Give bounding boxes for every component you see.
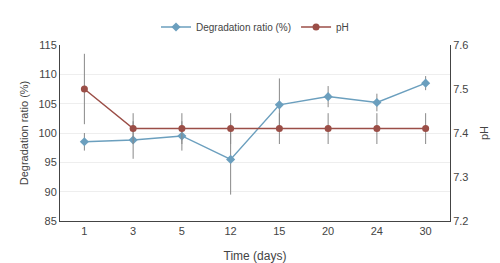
svg-text:24: 24 <box>371 225 383 237</box>
svg-text:pH: pH <box>336 22 349 33</box>
svg-text:95: 95 <box>45 156 57 168</box>
svg-text:1: 1 <box>81 225 87 237</box>
svg-text:90: 90 <box>45 186 57 198</box>
svg-text:5: 5 <box>179 225 185 237</box>
svg-text:15: 15 <box>273 225 285 237</box>
svg-text:100: 100 <box>38 127 56 139</box>
svg-text:115: 115 <box>39 39 57 51</box>
svg-text:12: 12 <box>225 225 237 237</box>
svg-text:7.3: 7.3 <box>453 171 468 183</box>
svg-text:7.6: 7.6 <box>453 39 468 51</box>
svg-text:30: 30 <box>420 225 432 237</box>
svg-text:Degradation ratio (%): Degradation ratio (%) <box>18 81 30 186</box>
svg-text:105: 105 <box>38 98 56 110</box>
svg-text:110: 110 <box>39 68 57 80</box>
svg-text:7.4: 7.4 <box>453 127 468 139</box>
svg-text:Degradation ratio (%): Degradation ratio (%) <box>196 22 291 33</box>
svg-text:85: 85 <box>45 215 57 227</box>
svg-text:20: 20 <box>322 225 334 237</box>
svg-text:7.5: 7.5 <box>453 83 468 95</box>
svg-text:pH: pH <box>478 126 490 140</box>
svg-text:7.2: 7.2 <box>453 215 468 227</box>
svg-text:Time (days): Time (days) <box>224 249 287 263</box>
svg-text:3: 3 <box>130 225 136 237</box>
